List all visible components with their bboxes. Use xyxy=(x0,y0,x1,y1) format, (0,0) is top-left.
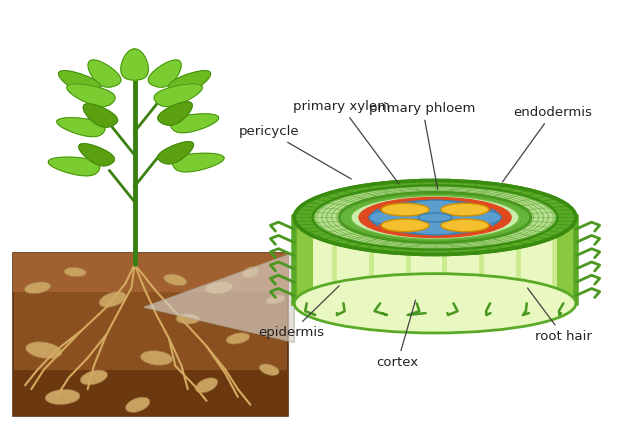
Ellipse shape xyxy=(379,203,431,217)
Ellipse shape xyxy=(24,282,51,293)
Ellipse shape xyxy=(441,203,489,216)
Polygon shape xyxy=(170,114,218,133)
Text: primary phloem: primary phloem xyxy=(369,102,476,189)
Polygon shape xyxy=(79,143,115,166)
Ellipse shape xyxy=(359,198,511,238)
Text: pericycle: pericycle xyxy=(239,125,351,179)
Polygon shape xyxy=(88,60,121,87)
Ellipse shape xyxy=(381,203,429,216)
Ellipse shape xyxy=(140,351,173,365)
Polygon shape xyxy=(168,71,210,95)
Text: cortex: cortex xyxy=(376,300,419,369)
Ellipse shape xyxy=(80,370,108,385)
Polygon shape xyxy=(48,157,100,176)
Ellipse shape xyxy=(381,219,429,232)
Polygon shape xyxy=(173,153,224,172)
Ellipse shape xyxy=(26,342,62,358)
Polygon shape xyxy=(67,84,115,106)
Ellipse shape xyxy=(45,389,80,405)
Polygon shape xyxy=(557,218,576,303)
Polygon shape xyxy=(154,84,202,106)
Ellipse shape xyxy=(164,274,187,286)
Text: primary xylem: primary xylem xyxy=(293,100,399,184)
Polygon shape xyxy=(121,49,148,80)
Polygon shape xyxy=(294,218,576,303)
Ellipse shape xyxy=(266,295,285,304)
Ellipse shape xyxy=(339,192,531,243)
Ellipse shape xyxy=(404,200,466,216)
Ellipse shape xyxy=(439,209,501,226)
Ellipse shape xyxy=(226,333,250,344)
Text: epidermis: epidermis xyxy=(258,286,339,339)
Ellipse shape xyxy=(294,274,576,333)
Polygon shape xyxy=(83,104,118,127)
Polygon shape xyxy=(158,142,193,164)
Ellipse shape xyxy=(370,201,500,235)
Polygon shape xyxy=(57,118,105,136)
Polygon shape xyxy=(148,60,181,87)
Text: root hair: root hair xyxy=(528,288,592,343)
Text: Cross Section of a Root: Cross Section of a Root xyxy=(113,8,513,37)
Ellipse shape xyxy=(441,219,489,232)
Polygon shape xyxy=(294,218,313,303)
Polygon shape xyxy=(59,71,101,95)
Ellipse shape xyxy=(418,213,452,222)
Ellipse shape xyxy=(195,378,218,393)
FancyBboxPatch shape xyxy=(13,252,288,292)
Ellipse shape xyxy=(379,218,431,232)
FancyBboxPatch shape xyxy=(13,370,288,416)
Ellipse shape xyxy=(369,209,431,226)
Polygon shape xyxy=(158,102,192,125)
Ellipse shape xyxy=(439,218,491,232)
FancyBboxPatch shape xyxy=(13,252,288,416)
Ellipse shape xyxy=(351,195,520,240)
Polygon shape xyxy=(144,252,294,342)
Ellipse shape xyxy=(294,181,576,255)
Ellipse shape xyxy=(259,364,279,375)
Ellipse shape xyxy=(404,218,466,235)
Text: endodermis: endodermis xyxy=(503,106,592,182)
Ellipse shape xyxy=(243,266,258,278)
Ellipse shape xyxy=(205,282,233,294)
Ellipse shape xyxy=(64,267,86,277)
Ellipse shape xyxy=(439,203,491,217)
Ellipse shape xyxy=(126,397,150,412)
Ellipse shape xyxy=(99,292,126,307)
Ellipse shape xyxy=(176,314,200,324)
Ellipse shape xyxy=(314,186,556,249)
